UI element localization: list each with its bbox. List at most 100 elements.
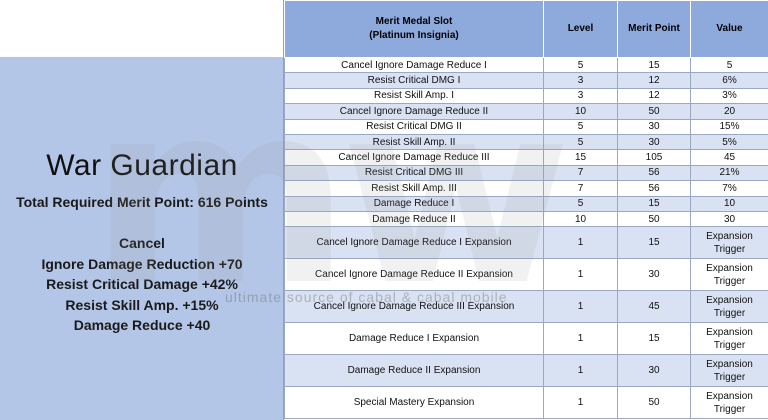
cell-value: 7%	[690, 180, 768, 197]
table-row: Cancel Ignore Damage Reduce I Expansion 1…	[284, 226, 768, 260]
cell-level: 10	[543, 103, 618, 120]
cell-value: Expansion Trigger	[690, 322, 768, 356]
effect-line: Damage Reduce +40	[73, 317, 211, 333]
cell-slot-name: Damage Reduce I Expansion	[284, 322, 544, 356]
cell-level: 1	[543, 322, 618, 356]
cell-slot-name: Damage Reduce I	[284, 195, 544, 212]
cell-level: 15	[543, 149, 618, 166]
corner-blank	[0, 0, 284, 57]
merit-medal-table: Merit Medal Slot (Platinum Insignia) Lev…	[284, 0, 768, 420]
header-merit-point: Merit Point	[617, 0, 691, 58]
cell-slot-name: Cancel Ignore Damage Reduce III Expansio…	[284, 290, 544, 324]
cell-value: 6%	[690, 72, 768, 89]
cell-level: 1	[543, 386, 618, 420]
cell-slot-name: Cancel Ignore Damage Reduce II Expansion	[284, 258, 544, 292]
cell-value: 5	[690, 56, 768, 74]
cell-merit-point: 12	[617, 72, 691, 89]
cell-merit-point: 30	[617, 118, 691, 135]
cell-slot-name: Resist Skill Amp. II	[284, 133, 544, 151]
effect-line: Resist Critical Damage +42%	[46, 276, 238, 292]
cell-merit-point: 12	[617, 87, 691, 105]
cell-value: Expansion Trigger	[690, 226, 768, 260]
table-row: Damage Reduce II 10 50 30	[284, 210, 768, 228]
cell-value: Expansion Trigger	[690, 258, 768, 292]
cell-level: 1	[543, 226, 618, 260]
cell-merit-point: 56	[617, 180, 691, 197]
cell-level: 1	[543, 290, 618, 324]
cell-merit-point: 30	[617, 133, 691, 151]
cell-slot-name: Damage Reduce II Expansion	[284, 354, 544, 388]
cell-merit-point: 15	[617, 226, 691, 260]
cell-level: 5	[543, 133, 618, 151]
cell-slot-name: Cancel Ignore Damage Reduce I Expansion	[284, 226, 544, 260]
cell-slot-name: Resist Skill Amp. III	[284, 180, 544, 197]
cell-merit-point: 56	[617, 164, 691, 182]
set-title: War Guardian	[46, 149, 238, 182]
cell-merit-point: 15	[617, 56, 691, 74]
cell-merit-point: 15	[617, 322, 691, 356]
cell-level: 3	[543, 72, 618, 89]
header-slot: Merit Medal Slot (Platinum Insignia)	[284, 0, 544, 58]
cell-slot-name: Resist Skill Amp. I	[284, 87, 544, 105]
cell-value: 21%	[690, 164, 768, 182]
table-row: Resist Critical DMG I 3 12 6%	[284, 72, 768, 89]
cell-value: 10	[690, 195, 768, 212]
table-row: Cancel Ignore Damage Reduce II Expansion…	[284, 258, 768, 292]
cell-merit-point: 30	[617, 354, 691, 388]
cell-merit-point: 45	[617, 290, 691, 324]
table-row: Damage Reduce II Expansion 1 30 Expansion T…	[284, 354, 768, 388]
set-summary-panel: War Guardian Total Required Merit Point:…	[0, 57, 284, 420]
cell-slot-name: Resist Critical DMG II	[284, 118, 544, 135]
cell-slot-name: Cancel Ignore Damage Reduce I	[284, 56, 544, 74]
table-row: Cancel Ignore Damage Reduce III Expansio…	[284, 290, 768, 324]
cell-merit-point: 50	[617, 386, 691, 420]
cell-value: 15%	[690, 118, 768, 135]
cell-level: 5	[543, 195, 618, 212]
effect-line: Resist Skill Amp. +15%	[65, 296, 219, 313]
table-row: Damage Reduce I 5 15 10	[284, 195, 768, 212]
effect-line: Ignore Damage Reduction +70	[41, 255, 243, 272]
cell-value: 5%	[690, 133, 768, 151]
cell-value: Expansion Trigger	[690, 290, 768, 324]
cell-slot-name: Special Mastery Expansion	[284, 386, 544, 420]
cell-value: 3%	[690, 87, 768, 105]
effect-line: Cancel	[119, 235, 165, 251]
cell-level: 1	[543, 258, 618, 292]
cell-merit-point: 50	[617, 103, 691, 120]
cell-merit-point: 50	[617, 210, 691, 228]
table-row: Special Mastery Expansion 1 50 Expansion Tr…	[284, 386, 768, 420]
table-row: Resist Skill Amp. III 7 56 7%	[284, 180, 768, 197]
table-row: Cancel Ignore Damage Reduce III 15 105 45	[284, 149, 768, 166]
cell-level: 5	[543, 118, 618, 135]
table-header-row: Merit Medal Slot (Platinum Insignia) Lev…	[284, 0, 768, 58]
table-row: Resist Critical DMG II 5 30 15%	[284, 118, 768, 135]
cell-value: Expansion Trigger	[690, 354, 768, 388]
header-slot-line2: (Platinum Insignia)	[369, 30, 459, 41]
cell-level: 7	[543, 164, 618, 182]
total-merit-points: Total Required Merit Point: 616 Points	[16, 194, 268, 210]
table-row: Cancel Ignore Damage Reduce II 10 50 20	[284, 103, 768, 120]
cell-value: Expansion Trigger	[690, 386, 768, 420]
cell-level: 5	[543, 56, 618, 74]
cell-level: 10	[543, 210, 618, 228]
cell-merit-point: 105	[617, 149, 691, 166]
cell-level: 1	[543, 354, 618, 388]
cell-value: 45	[690, 149, 768, 166]
cell-slot-name: Resist Critical DMG III	[284, 164, 544, 182]
cell-merit-point: 15	[617, 195, 691, 212]
table-row: Resist Skill Amp. I 3 12 3%	[284, 87, 768, 105]
cell-value: 30	[690, 210, 768, 228]
header-value: Value	[690, 0, 768, 58]
cell-slot-name: Cancel Ignore Damage Reduce III	[284, 149, 544, 166]
cell-slot-name: Resist Critical DMG I	[284, 72, 544, 89]
cell-slot-name: Cancel Ignore Damage Reduce II	[284, 103, 544, 120]
cell-value: 20	[690, 103, 768, 120]
table-row: Resist Skill Amp. II 5 30 5%	[284, 133, 768, 151]
table-row: Cancel Ignore Damage Reduce I 5 15 5	[284, 56, 768, 74]
header-level: Level	[543, 0, 618, 58]
set-effects: Cancel Ignore Damage Reduction +70 Resis…	[0, 233, 284, 336]
cell-level: 3	[543, 87, 618, 105]
header-slot-line1: Merit Medal Slot	[375, 16, 453, 27]
cell-level: 7	[543, 180, 618, 197]
cell-slot-name: Damage Reduce II	[284, 210, 544, 228]
